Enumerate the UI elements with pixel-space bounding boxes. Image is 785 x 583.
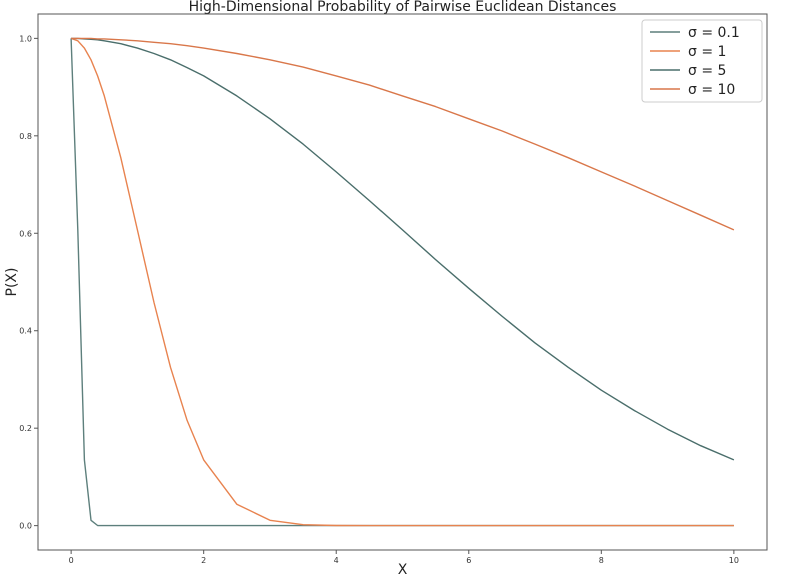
legend-label: σ = 5 (688, 63, 726, 79)
y-tick-label: 0.6 (19, 229, 32, 238)
series-line-4 (71, 37, 735, 231)
y-tick-label: 0.8 (19, 132, 32, 141)
series-line-2 (70, 37, 734, 527)
y-axis-ticks: 0.0 0.2 0.4 0.6 0.8 1.0 (19, 34, 38, 531)
x-tick-label: 4 (334, 556, 339, 565)
series-line-1 (70, 38, 734, 527)
x-tick-label: 2 (201, 556, 206, 565)
y-tick-label: 1.0 (19, 34, 32, 43)
legend-label: σ = 0.1 (688, 25, 740, 41)
x-tick-label: 8 (599, 556, 604, 565)
x-axis-label: X (398, 562, 408, 578)
series-line-3 (71, 37, 735, 461)
legend: σ = 0.1 σ = 1 σ = 5 σ = 10 (641, 19, 763, 103)
legend-label: σ = 1 (688, 44, 726, 60)
y-tick-label: 0.0 (19, 522, 32, 531)
legend-box (641, 19, 763, 103)
y-axis-label: P(X) (4, 268, 20, 297)
x-tick-label: 6 (466, 556, 471, 565)
series-lines (70, 37, 735, 527)
y-tick-label: 0.4 (19, 327, 32, 336)
y-tick-label: 0.2 (19, 424, 32, 433)
legend-label: σ = 10 (688, 82, 735, 98)
x-axis-ticks: 0 2 4 6 8 10 (69, 550, 739, 565)
plot-area-frame (37, 13, 768, 551)
x-tick-label: 0 (69, 556, 74, 565)
chart-title: High-Dimensional Probability of Pairwise… (189, 0, 617, 15)
x-tick-label: 10 (729, 556, 739, 565)
